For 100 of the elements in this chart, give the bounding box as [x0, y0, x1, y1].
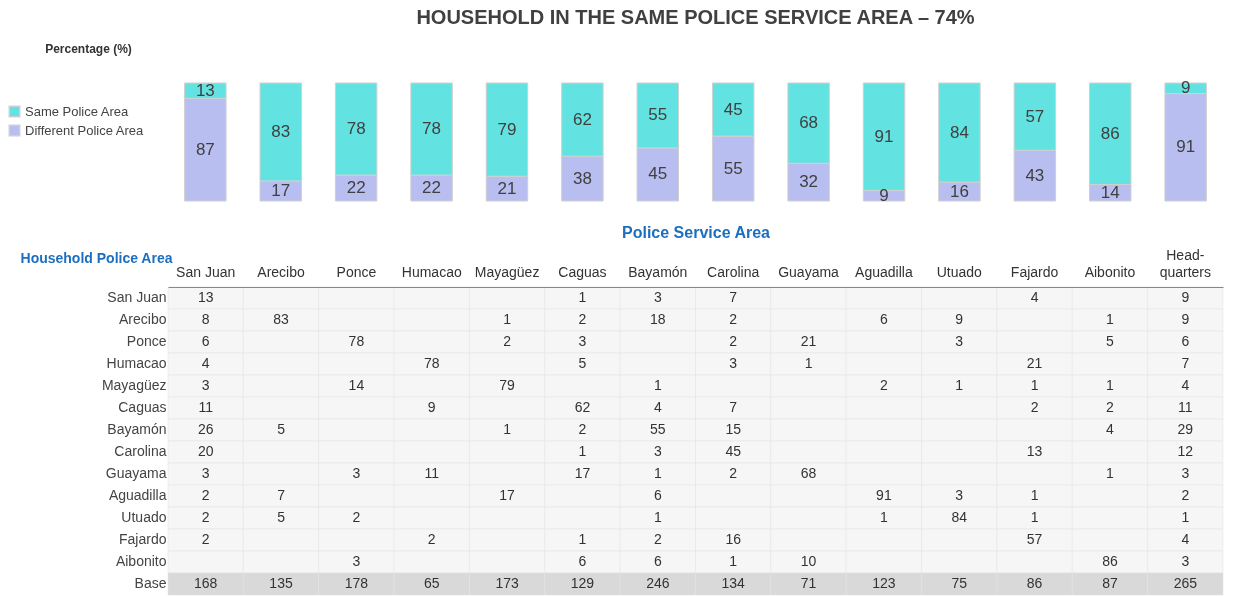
data-label: 3	[955, 487, 964, 503]
data-label: 9	[1181, 311, 1190, 327]
data-label: 7	[729, 399, 738, 415]
data-label: 5	[277, 421, 286, 437]
data-label: 78	[423, 355, 440, 371]
data-label: 5	[1106, 333, 1115, 349]
data-label: 123	[872, 575, 896, 591]
data-label: 135	[269, 575, 293, 591]
data-label: 11	[198, 399, 214, 415]
data-label: 18	[650, 311, 666, 327]
data-label: 7	[729, 289, 738, 305]
data-label: 3	[1181, 553, 1190, 569]
y-tick-label: Mayagüez	[101, 377, 167, 393]
y-tick-label: Base	[134, 575, 167, 591]
data-label: 2	[201, 531, 210, 547]
data-label: 38	[572, 168, 592, 188]
data-label: 9	[427, 399, 436, 415]
data-label: 1	[804, 355, 813, 371]
data-label: 14	[348, 377, 365, 393]
data-label: 22	[346, 178, 366, 198]
data-label: 7	[277, 487, 286, 503]
data-label: 1	[503, 421, 512, 437]
data-label: 79	[499, 377, 516, 393]
data-label: 6	[653, 487, 662, 503]
x-axis-title: Police Service Area	[622, 223, 771, 241]
data-label: 6	[201, 333, 210, 349]
y-tick-label: Aguadilla	[108, 487, 167, 503]
y-tick-label: Carolina	[114, 443, 167, 459]
data-label: 17	[574, 465, 591, 481]
y-tick-label: Caguas	[118, 399, 167, 415]
data-label: 9	[879, 185, 889, 205]
data-label: 4	[1181, 531, 1190, 547]
data-label: 2	[1106, 399, 1115, 415]
data-label: 15	[725, 421, 742, 437]
data-label: 1	[1030, 509, 1039, 525]
data-label: 86	[1100, 123, 1120, 143]
data-label: 1	[1030, 377, 1039, 393]
data-label: 16	[949, 181, 969, 201]
data-label: 3	[352, 553, 361, 569]
data-label: 1	[1181, 509, 1190, 525]
data-label: 57	[1025, 106, 1045, 126]
data-label: 2	[427, 531, 436, 547]
legend-label: Different Police Area	[25, 122, 145, 138]
data-label: 11	[424, 465, 440, 481]
data-label: 65	[423, 575, 440, 591]
data-label: 2	[1030, 399, 1039, 415]
data-label: 71	[800, 575, 817, 591]
data-label: 75	[951, 575, 968, 591]
x-tick-label: Carolina	[707, 263, 760, 280]
data-label: 55	[650, 421, 666, 437]
x-tick-label: Head-quarters	[1159, 246, 1211, 280]
data-label: 91	[1176, 137, 1196, 157]
data-label: 29	[1177, 421, 1194, 437]
data-label: 45	[648, 164, 668, 184]
data-label: 2	[1181, 487, 1190, 503]
data-label: 9	[1181, 289, 1190, 305]
data-label: 2	[201, 487, 210, 503]
x-tick-label: Aguadilla	[855, 263, 913, 280]
data-label: 5	[277, 509, 286, 525]
data-label: 4	[1106, 421, 1115, 437]
data-label: 91	[876, 487, 892, 503]
data-label: 3	[201, 377, 210, 393]
x-tick-label: Arecibo	[257, 263, 305, 280]
y-tick-label: Arecibo	[119, 311, 167, 327]
data-label: 2	[578, 311, 587, 327]
data-label: 2	[729, 311, 738, 327]
data-label: 265	[1173, 575, 1198, 591]
data-label: 4	[653, 399, 662, 415]
data-label: 21	[1026, 355, 1043, 371]
data-label: 6	[653, 553, 662, 569]
x-tick-label: Mayagüez	[474, 263, 540, 280]
data-label: 21	[800, 333, 817, 349]
data-label: 86	[1026, 575, 1043, 591]
y-tick-label: Guayama	[105, 465, 167, 481]
data-label: 1	[879, 509, 888, 525]
y-tick-label: Fajardo	[119, 531, 167, 547]
data-label: 87	[195, 139, 215, 159]
data-label: 168	[194, 575, 218, 591]
data-label: 1	[1030, 487, 1039, 503]
x-tick-label: Ponce	[336, 263, 377, 280]
data-label: 9	[955, 311, 964, 327]
data-label: 32	[799, 172, 819, 192]
data-label: 1	[578, 289, 587, 305]
data-label: 3	[578, 333, 587, 349]
data-label: 78	[348, 333, 365, 349]
data-label: 1	[578, 443, 587, 459]
chart-title: HOUSEHOLD IN THE SAME POLICE SERVICE AREA – 74%	[416, 6, 975, 28]
data-label: 21	[497, 178, 517, 198]
data-label: 1	[578, 531, 587, 547]
data-label: 2	[879, 377, 888, 393]
data-label: 178	[344, 575, 369, 591]
data-label: 87	[1102, 575, 1118, 591]
data-label: 62	[572, 109, 592, 129]
y-tick-label: Humacao	[106, 355, 167, 371]
data-label: 84	[951, 509, 968, 525]
data-label: 57	[1026, 531, 1043, 547]
data-label: 173	[495, 575, 519, 591]
data-label: 129	[570, 575, 595, 591]
data-label: 9	[1180, 78, 1191, 98]
data-label: 55	[648, 105, 668, 125]
